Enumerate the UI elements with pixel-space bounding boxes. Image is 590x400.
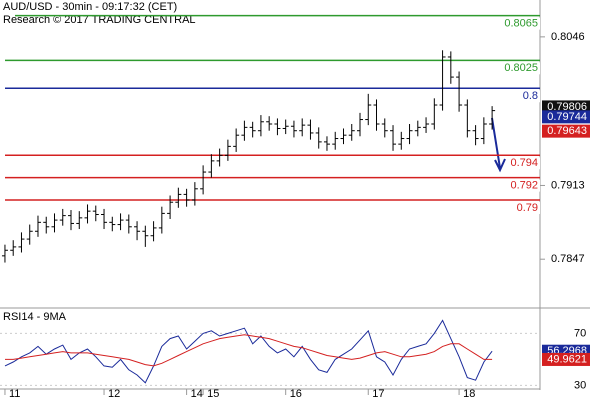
x-tick-label: 14 bbox=[191, 388, 203, 400]
price-marker bbox=[542, 100, 590, 114]
y-tick-label: 0.8046 bbox=[551, 31, 585, 43]
indicator-line bbox=[4, 319, 493, 384]
y-tick-label: 30 bbox=[574, 379, 586, 391]
level-label: 0.8025 bbox=[504, 62, 538, 74]
price-marker-label: 0.79806 bbox=[547, 101, 587, 113]
level-label-bg bbox=[513, 201, 540, 214]
chart-subtitle: Research © 2017 TRADING CENTRAL bbox=[3, 14, 196, 26]
level-label: 0.792 bbox=[510, 180, 538, 192]
y-tick-label: 0.7913 bbox=[551, 179, 585, 191]
indicator-line bbox=[5, 334, 493, 367]
price-marker-label: 0.79643 bbox=[547, 125, 587, 137]
x-tick-label: 11 bbox=[9, 388, 20, 400]
x-tick-label: 12 bbox=[108, 388, 120, 400]
price-marker-label: 0.79744 bbox=[547, 111, 587, 123]
indicator-title: RSI14 - 9MA bbox=[3, 311, 67, 323]
x-tick-label: 15 bbox=[207, 388, 219, 400]
x-tick-label: 18 bbox=[463, 388, 475, 400]
level-label: 0.79 bbox=[517, 202, 538, 214]
chart-title: AUD/USD - 30min - 09:17:32 (CET) bbox=[3, 1, 177, 13]
y-tick-label: 70 bbox=[574, 327, 586, 339]
level-label: 0.8065 bbox=[504, 18, 538, 30]
level-label-bg bbox=[507, 179, 540, 192]
level-label-bg bbox=[507, 157, 540, 170]
level-label: 0.8 bbox=[523, 90, 538, 102]
level-label-bg bbox=[501, 62, 540, 75]
level-label-bg bbox=[519, 90, 540, 103]
x-tick-label: 16 bbox=[290, 388, 302, 400]
price-marker bbox=[542, 110, 590, 124]
level-label: 0.794 bbox=[510, 157, 538, 169]
price-marker bbox=[542, 124, 590, 138]
y-tick-label: 0.7847 bbox=[551, 253, 585, 265]
level-label-bg bbox=[501, 17, 540, 30]
indicator-marker-label: 49.9621 bbox=[547, 353, 587, 365]
indicator-marker bbox=[542, 352, 590, 366]
x-tick-label: 17 bbox=[372, 388, 384, 400]
projection-arrow bbox=[491, 117, 506, 173]
